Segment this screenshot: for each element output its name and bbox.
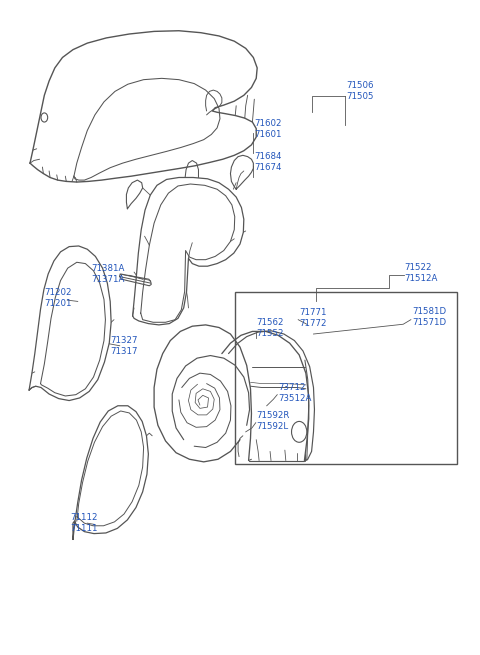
Text: 71381A
71371A: 71381A 71371A bbox=[91, 264, 124, 284]
Text: 71506
71505: 71506 71505 bbox=[346, 81, 373, 102]
Text: 71202
71201: 71202 71201 bbox=[44, 288, 72, 309]
Text: 71602
71601: 71602 71601 bbox=[254, 119, 282, 140]
Text: 71771
71772: 71771 71772 bbox=[299, 308, 327, 328]
Text: 71562
71552: 71562 71552 bbox=[257, 318, 284, 338]
Text: 71581D
71571D: 71581D 71571D bbox=[412, 307, 446, 327]
Text: 73712
73512A: 73712 73512A bbox=[278, 383, 312, 403]
Bar bbox=[235, 291, 457, 464]
Text: 71684
71674: 71684 71674 bbox=[254, 152, 282, 172]
Text: 71592R
71592L: 71592R 71592L bbox=[257, 411, 290, 431]
Text: 71112
71111: 71112 71111 bbox=[70, 513, 97, 533]
Text: 71327
71317: 71327 71317 bbox=[110, 336, 138, 356]
Text: 71522
71512A: 71522 71512A bbox=[405, 263, 438, 283]
